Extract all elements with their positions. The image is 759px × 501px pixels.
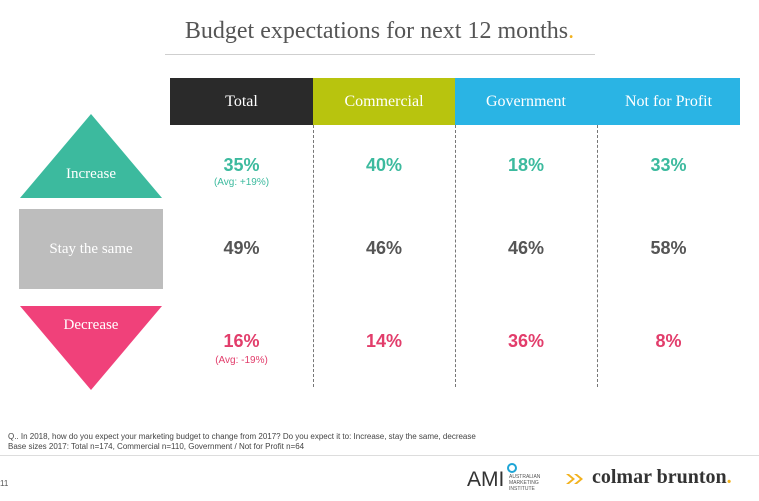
- column-divider: [313, 125, 314, 387]
- stay-same-rectangle: [19, 209, 163, 289]
- cb-logo-dot: .: [726, 466, 732, 488]
- column-header-government: Government: [455, 78, 597, 125]
- title-divider: [165, 54, 595, 55]
- question-footnote: Q.. In 2018, how do you expect your mark…: [8, 432, 476, 441]
- column-header-commercial: Commercial: [313, 78, 455, 125]
- decrease-not-for-profit-value: 8%: [655, 331, 682, 351]
- page-title: Budget expectations for next 12 months.: [0, 18, 759, 45]
- stay-government-value: 46%: [507, 238, 545, 258]
- column-divider: [597, 125, 598, 387]
- decrease-government-value: 36%: [507, 331, 545, 351]
- footer-divider: [0, 455, 759, 456]
- stay-total-value: 49%: [223, 238, 260, 258]
- arrows-icon: [566, 474, 583, 484]
- column-header-total: Total: [170, 78, 313, 125]
- column-header-not-for-profit-label: Not for Profit: [624, 92, 713, 110]
- title-text: Budget expectations for next 12 months: [184, 18, 569, 44]
- column-divider: [455, 125, 456, 387]
- ami-logo-mark-icon: [507, 463, 517, 473]
- column-header-not-for-profit: Not for Profit: [597, 78, 740, 125]
- cb-logo-text: colmar brunton: [592, 466, 727, 488]
- decrease-total-value: 16%: [223, 331, 260, 351]
- ami-logo-text: AMI: [467, 468, 505, 491]
- colmar-brunton-logo: colmar brunton.: [566, 466, 752, 492]
- colmar-brunton-text: colmar brunton.: [592, 466, 732, 489]
- decrease-total-avg: (Avg: -19%): [215, 355, 268, 366]
- column-header-total-label: Total: [225, 92, 258, 110]
- increase-total-value: 35%: [223, 155, 260, 175]
- title-dot: .: [568, 18, 575, 44]
- ami-logo-subtitle: AUSTRALIAN MARKETING INSTITUTE: [509, 474, 540, 492]
- ami-sub-line: AUSTRALIAN: [509, 474, 541, 480]
- ami-sub-line: INSTITUTE: [509, 486, 535, 492]
- decrease-commercial-value: 14%: [365, 331, 403, 351]
- ami-sub-line: MARKETING: [509, 480, 539, 486]
- increase-government-value: 18%: [507, 155, 545, 175]
- column-header-government-label: Government: [486, 92, 566, 110]
- stay-commercial-value: 46%: [365, 238, 403, 258]
- column-header-commercial-label: Commercial: [344, 92, 424, 110]
- decrease-label: Decrease: [63, 317, 119, 333]
- decrease-triangle-icon: [20, 306, 162, 390]
- base-size-footnote: Base sizes 2017: Total n=174, Commercial…: [8, 442, 305, 451]
- increase-triangle-icon: [20, 114, 162, 198]
- ami-logo: AMI AUSTRALIAN MARKETING INSTITUTE: [467, 463, 557, 494]
- increase-commercial-value: 40%: [365, 155, 403, 175]
- increase-label: Increase: [66, 166, 116, 182]
- stay-not-for-profit-value: 58%: [650, 238, 687, 258]
- increase-not-for-profit-value: 33%: [650, 155, 687, 175]
- stay-same-label: Stay the same: [49, 241, 133, 257]
- increase-total-avg: (Avg: +19%): [213, 177, 270, 188]
- page-number: 11: [0, 479, 9, 488]
